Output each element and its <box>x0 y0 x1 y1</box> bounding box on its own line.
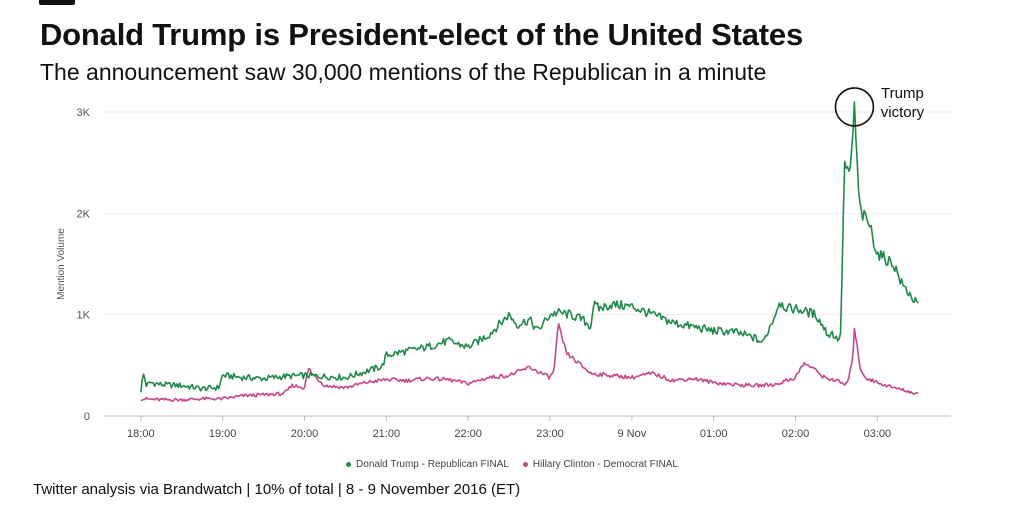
legend-marker-trump <box>346 462 352 467</box>
x-tick-label: 22:00 <box>454 428 482 440</box>
x-tick-label: 21:00 <box>373 428 401 440</box>
annotation-text: Trump <box>881 85 924 102</box>
x-tick-label: 9 Nov <box>617 428 646 440</box>
x-tick-label: 03:00 <box>864 428 892 440</box>
y-tick-label: 2K <box>77 208 91 220</box>
x-tick-label: 19:00 <box>209 428 237 440</box>
x-tick-label: 20:00 <box>291 428 319 440</box>
x-tick-label: 02:00 <box>782 428 810 440</box>
x-tick-label: 23:00 <box>536 428 564 440</box>
y-axis-title: Mention Volume <box>56 228 67 300</box>
legend-marker-clinton <box>522 462 528 467</box>
annotation-text: victory <box>881 104 925 121</box>
y-tick-label: 3K <box>77 107 91 119</box>
trump-series-line <box>140 101 919 393</box>
x-axis-ticks: 18:00 19:00 20:00 21:00 22:00 23:00 9 Nov 01:00… <box>127 416 891 440</box>
legend-item-trump[interactable]: Donald Trump - Republican FINAL <box>346 459 509 470</box>
y-tick-label: 0 <box>84 411 90 423</box>
chart-legend: Donald Trump - Republican FINAL Hillary … <box>0 459 1024 470</box>
y-axis-ticks: 0 1K 2K 3K <box>77 107 91 423</box>
y-tick-label: 1K <box>77 310 91 322</box>
clinton-series-line <box>140 323 919 403</box>
page-title: Donald Trump is President-elect of the U… <box>40 17 804 52</box>
x-tick-label: 01:00 <box>700 428 728 440</box>
source-note: Twitter analysis via Brandwatch | 10% of… <box>33 481 521 498</box>
victory-annotation: Trump victory <box>834 85 925 127</box>
grid-lines <box>104 111 951 316</box>
top-edge-mark <box>39 0 75 5</box>
legend-label-clinton: Hillary Clinton - Democrat FINAL <box>532 459 678 470</box>
peak-highlight-circle <box>834 87 875 127</box>
page-subtitle: The announcement saw 30,000 mentions of … <box>40 59 767 85</box>
legend-item-clinton[interactable]: Hillary Clinton - Democrat FINAL <box>522 459 678 470</box>
x-tick-label: 18:00 <box>127 428 155 440</box>
legend-label-trump: Donald Trump - Republican FINAL <box>356 459 509 470</box>
